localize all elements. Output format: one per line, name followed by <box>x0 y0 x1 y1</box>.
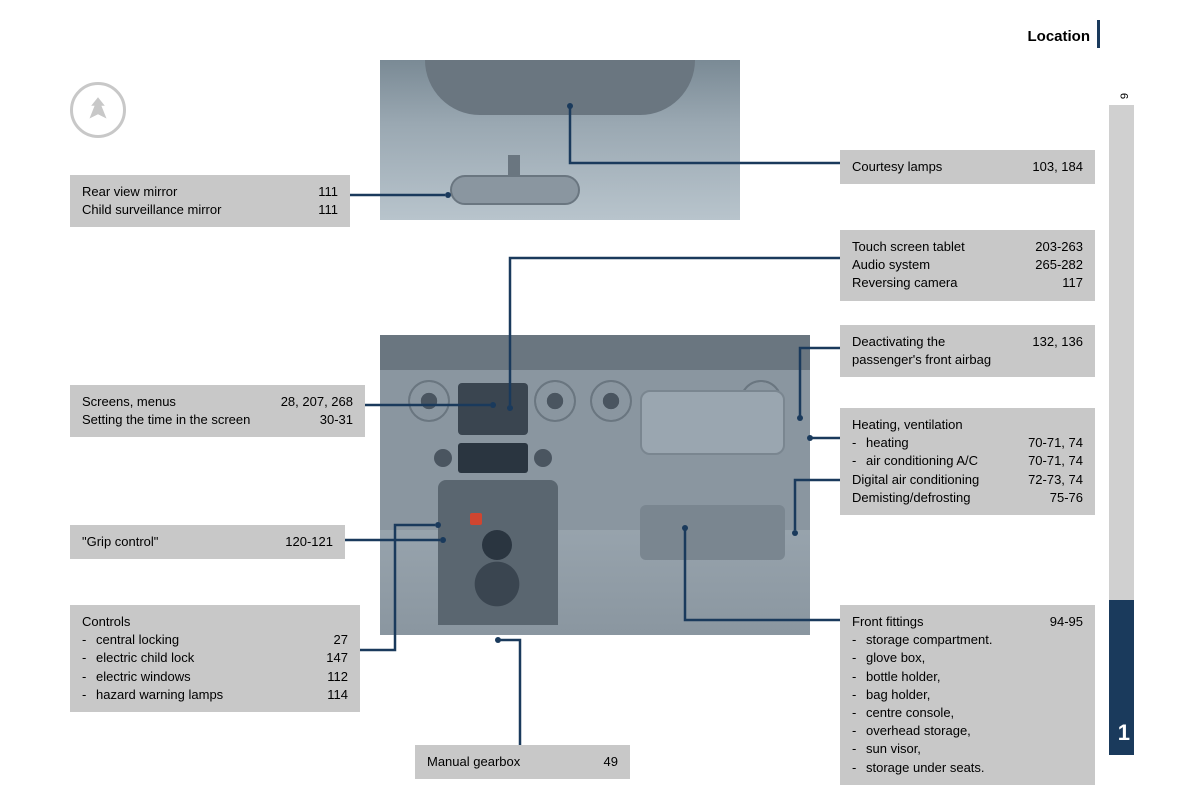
title-accent-bar <box>1097 20 1100 48</box>
callout-grip: "Grip control"120-121 <box>70 525 345 559</box>
callout-screens: Screens, menus28, 207, 268 Setting the t… <box>70 385 365 437</box>
callout-fittings: Front fittings94-95 storage compartment.… <box>840 605 1095 785</box>
callout-heating: Heating, ventilation heating70-71, 74 ai… <box>840 408 1095 515</box>
page-number: 9 <box>1119 93 1131 99</box>
page-title: Location <box>1028 28 1091 45</box>
callout-touchscreen: Touch screen tablet203-263 Audio system2… <box>840 230 1095 301</box>
callout-airbag: Deactivating the passenger's front airba… <box>840 325 1095 377</box>
callout-courtesy: Courtesy lamps103, 184 <box>840 150 1095 184</box>
section-number: 1 <box>1118 720 1130 746</box>
dashboard-image <box>380 335 810 635</box>
brand-logo <box>70 82 126 138</box>
callout-mirror: Rear view mirror111 Child surveillance m… <box>70 175 350 227</box>
callout-controls: Controls central locking27 electric chil… <box>70 605 360 712</box>
overhead-image <box>380 60 740 220</box>
callout-gearbox: Manual gearbox49 <box>415 745 630 779</box>
